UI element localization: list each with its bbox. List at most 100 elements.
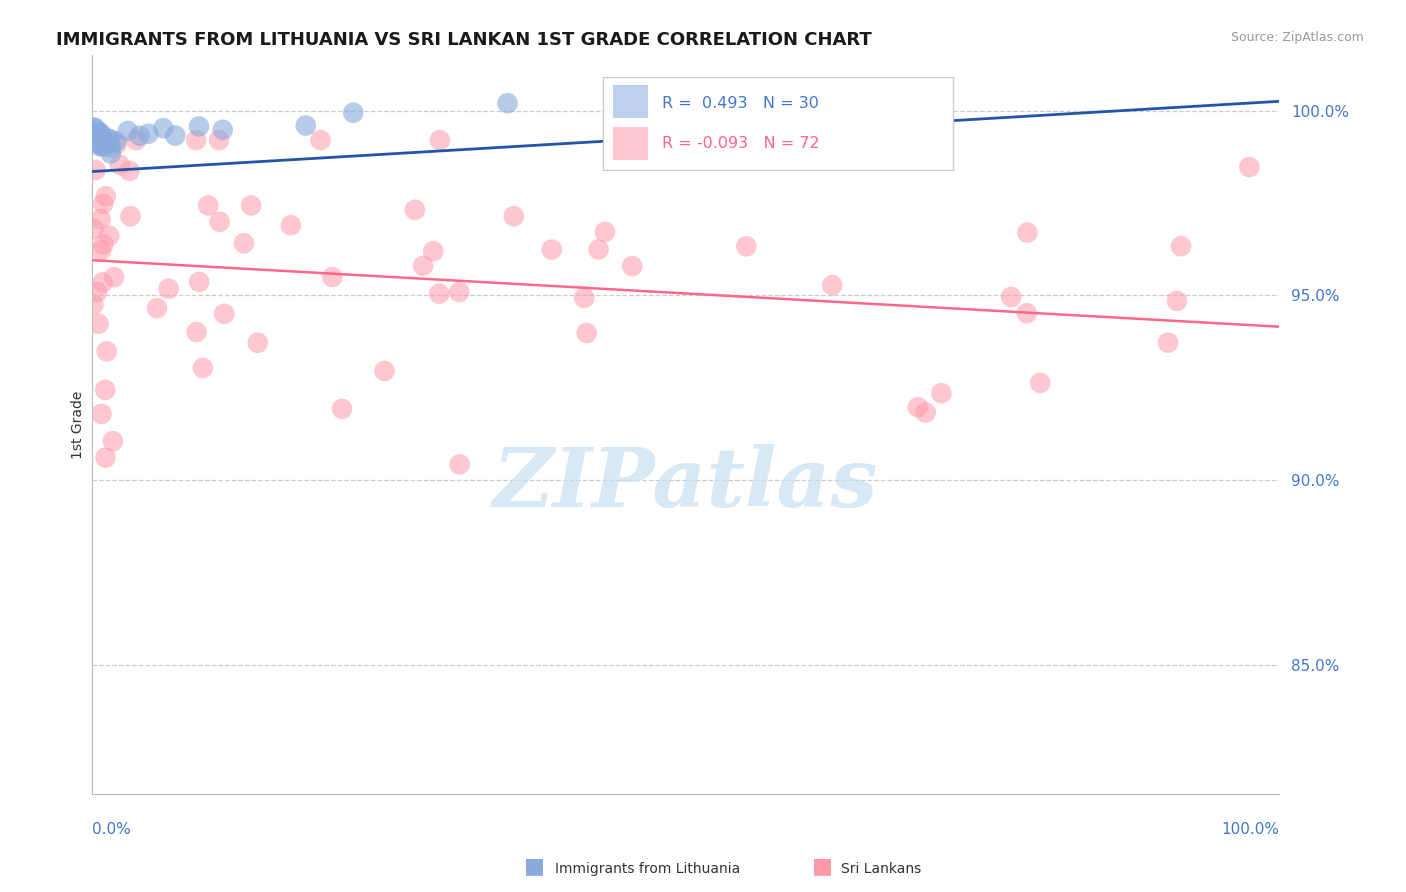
Point — [152, 121, 174, 136]
Point — [374, 364, 396, 378]
Text: ZIPatlas: ZIPatlas — [494, 443, 879, 524]
Point — [188, 275, 211, 289]
Point — [627, 96, 650, 111]
Point — [342, 105, 364, 120]
Point — [96, 344, 118, 359]
Point — [1170, 239, 1192, 253]
Point — [90, 127, 112, 141]
Point — [82, 120, 104, 135]
Point — [117, 124, 139, 138]
Point — [309, 133, 332, 147]
Point — [89, 126, 111, 140]
Point — [907, 400, 929, 414]
Point — [98, 136, 121, 150]
Point — [84, 120, 107, 135]
Point — [186, 325, 208, 339]
Point — [208, 133, 231, 147]
Text: 0.0%: 0.0% — [93, 822, 131, 837]
Point — [87, 317, 110, 331]
Text: 100.0%: 100.0% — [1220, 822, 1279, 837]
Text: ■: ■ — [524, 856, 544, 876]
Text: Source: ZipAtlas.com: Source: ZipAtlas.com — [1230, 31, 1364, 45]
Point — [94, 450, 117, 465]
Point — [574, 291, 596, 305]
Point — [98, 132, 121, 146]
Text: ■: ■ — [813, 856, 832, 876]
Point — [97, 132, 120, 146]
Point — [82, 297, 104, 311]
Point — [108, 158, 131, 172]
Point — [246, 335, 269, 350]
Point — [821, 278, 844, 293]
Point — [330, 401, 353, 416]
Point — [90, 211, 112, 226]
Point — [98, 228, 121, 243]
Point — [86, 128, 108, 143]
Point — [295, 119, 318, 133]
Point — [89, 137, 111, 152]
Point — [87, 124, 110, 138]
Point — [240, 198, 263, 212]
Point — [84, 163, 107, 178]
Point — [731, 133, 754, 147]
Point — [103, 270, 125, 285]
Point — [94, 383, 117, 397]
Point — [125, 133, 148, 147]
Point — [91, 275, 114, 289]
Point — [89, 136, 111, 150]
Point — [138, 127, 160, 141]
Point — [232, 236, 254, 251]
Point — [191, 361, 214, 376]
Point — [86, 133, 108, 147]
Point — [212, 307, 235, 321]
Point — [1157, 335, 1180, 350]
Point — [91, 197, 114, 211]
Point — [105, 136, 128, 151]
Point — [280, 218, 302, 232]
Point — [412, 259, 434, 273]
Point — [931, 386, 953, 401]
Point — [540, 243, 562, 257]
Point — [93, 133, 115, 147]
Point — [104, 134, 127, 148]
Point — [211, 123, 233, 137]
Point — [404, 202, 426, 217]
Point — [429, 133, 451, 147]
Point — [120, 210, 142, 224]
Point — [90, 407, 112, 421]
Point — [321, 270, 343, 285]
Point — [128, 128, 150, 143]
Point — [188, 120, 211, 134]
Text: IMMIGRANTS FROM LITHUANIA VS SRI LANKAN 1ST GRADE CORRELATION CHART: IMMIGRANTS FROM LITHUANIA VS SRI LANKAN … — [56, 31, 872, 49]
Point — [93, 237, 115, 252]
Point — [118, 164, 141, 178]
Point — [86, 285, 108, 299]
Point — [427, 286, 450, 301]
Point — [449, 285, 471, 299]
Point — [896, 133, 918, 147]
Point — [422, 244, 444, 259]
Point — [157, 282, 180, 296]
Point — [94, 189, 117, 203]
Text: Immigrants from Lithuania: Immigrants from Lithuania — [555, 862, 741, 876]
Point — [208, 215, 231, 229]
Point — [89, 139, 111, 153]
Point — [100, 146, 122, 161]
Point — [186, 133, 208, 147]
Point — [101, 434, 124, 449]
Point — [1015, 306, 1038, 320]
Point — [588, 243, 610, 257]
Point — [1017, 226, 1039, 240]
Point — [449, 458, 471, 472]
Point — [575, 326, 598, 340]
Point — [502, 209, 524, 223]
Point — [100, 141, 122, 155]
Point — [83, 221, 105, 235]
Point — [914, 405, 936, 419]
Point — [1000, 290, 1022, 304]
Point — [1239, 160, 1261, 174]
Point — [593, 225, 616, 239]
Point — [84, 130, 107, 145]
Y-axis label: 1st Grade: 1st Grade — [72, 391, 86, 458]
Point — [93, 140, 115, 154]
